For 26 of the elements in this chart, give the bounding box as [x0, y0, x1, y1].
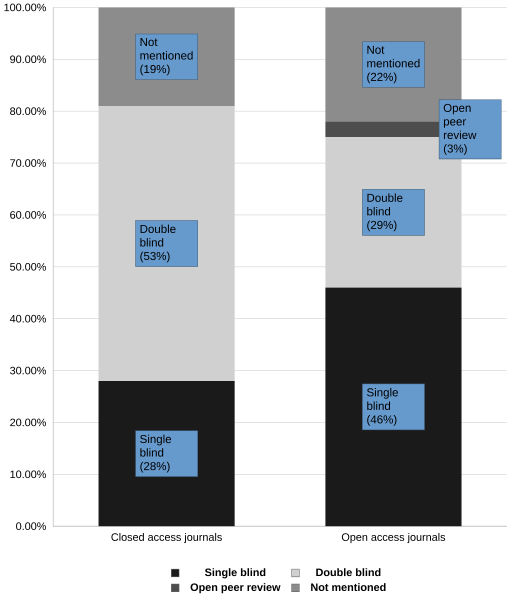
data-label: Double blind (53%): [140, 224, 176, 262]
y-tick-label: 60.00%: [10, 211, 46, 219]
y-tick-label: 40.00%: [10, 314, 46, 323]
data-label: Open peer review (3%): [444, 104, 476, 155]
y-tick-label: 90.00%: [10, 55, 46, 64]
data-label: Not mentioned (22%): [367, 46, 420, 84]
data-label: Not mentioned (19%): [140, 38, 193, 76]
legend-label: Open peer review: [190, 583, 280, 594]
y-tick-label: 30.00%: [10, 366, 46, 374]
data-label: Single blind (28%): [140, 434, 172, 472]
data-label: Single blind (46%): [366, 388, 398, 426]
y-tick-label: 80.00%: [10, 107, 46, 116]
bar: [98, 106, 235, 381]
y-tick-label: 100.00%: [4, 4, 46, 12]
data-label: Double blind (29%): [367, 193, 402, 232]
y-tick-label: 50.00%: [10, 262, 46, 271]
y-tick-label: 70.00%: [10, 159, 46, 167]
y-tick-label: 20.00%: [10, 418, 46, 426]
x-tick-label: Open access journals: [342, 532, 446, 544]
x-tick-label: Closed access journals: [111, 532, 222, 544]
legend-label: Double blind: [316, 568, 380, 576]
legend-label: Single blind: [204, 568, 266, 578]
y-tick-label: 0.00%: [16, 522, 46, 530]
legend-label: Not mentioned: [311, 583, 386, 592]
bar: [325, 288, 462, 526]
y-tick-label: 10.00%: [10, 470, 46, 478]
